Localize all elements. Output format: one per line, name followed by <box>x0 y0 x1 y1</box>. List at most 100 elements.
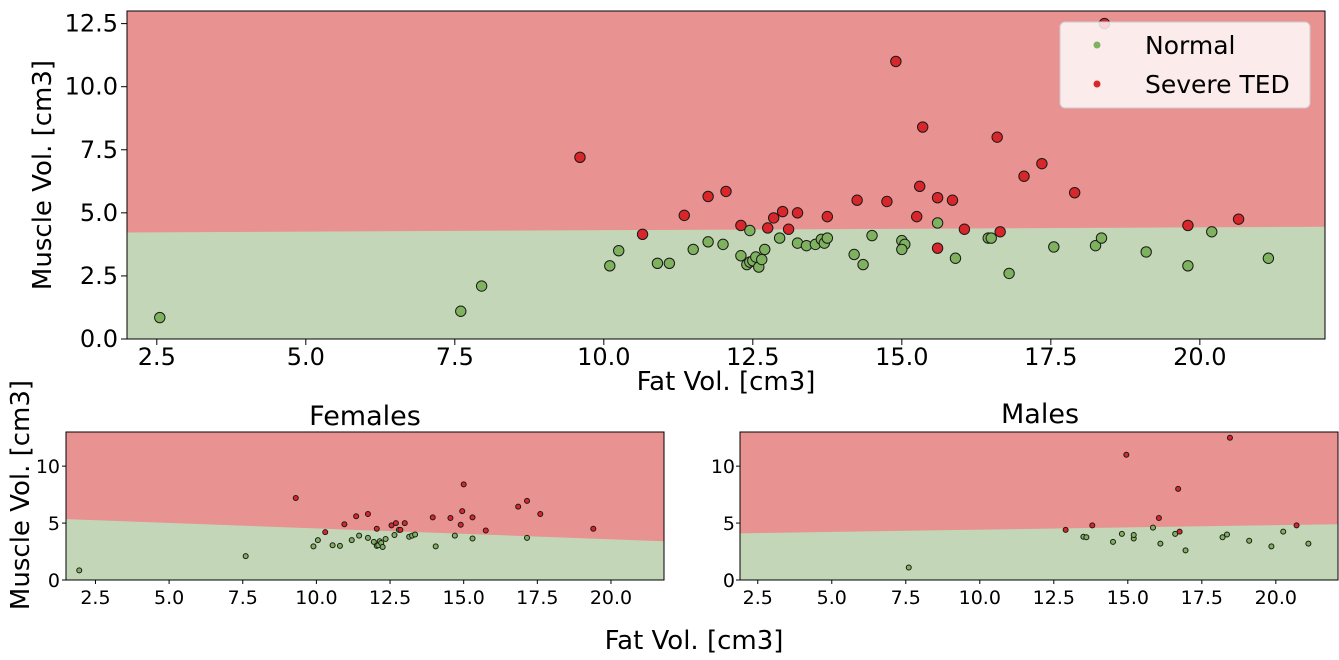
males-normal-point <box>1280 528 1287 535</box>
main-y-tick-label: 7.5 <box>80 136 118 164</box>
main-normal-point <box>735 250 747 262</box>
females-normal-point <box>76 567 83 574</box>
main-severe-ted-point <box>767 212 780 224</box>
males-x-tick-label: 7.5 <box>891 587 921 609</box>
females-severe-ted-point <box>447 514 454 521</box>
females-severe-ted-point <box>457 521 464 528</box>
main-severe-ted-point <box>791 207 804 219</box>
males-normal-point <box>1149 524 1156 531</box>
shared-y-axis-label: Muscle Vol. [cm3] <box>6 380 36 610</box>
main-axes-frame <box>126 10 1326 340</box>
males-severe-ted-point <box>1176 528 1183 535</box>
main-severe-ted-point <box>735 219 747 232</box>
males-normal-point <box>1305 540 1312 547</box>
females-axes-frame <box>65 431 665 581</box>
females-severe-ted-point <box>590 525 597 532</box>
main-severe-ted-point <box>994 226 1006 238</box>
males-y-tick-label: 5 <box>723 513 735 535</box>
males-severe-ted-point <box>1089 522 1096 529</box>
males-normal-region <box>740 524 1338 580</box>
males-title: Males <box>1001 399 1079 430</box>
males-normal-point <box>1157 540 1164 547</box>
males-scatter-panel: 2.5 5.0 7.5 10.0 12.5 15.0 17.5 20.0 0 5 10 <box>711 431 1339 609</box>
males-x-tick-label: 15.0 <box>1107 587 1149 609</box>
males-normal-point <box>1223 531 1230 538</box>
females-severe-ted-point <box>460 481 467 488</box>
females-normal-point <box>310 543 317 550</box>
main-normal-point <box>773 232 786 244</box>
main-severe-ted-point <box>678 209 690 222</box>
main-x-tick-label: 12.5 <box>726 343 779 371</box>
females-x-tick-label: 2.5 <box>80 587 110 609</box>
females-severe-ted-point <box>524 497 531 504</box>
males-normal-point <box>1182 547 1189 554</box>
females-scatter-panel: 2.5 5.0 7.5 10.0 12.5 15.0 17.5 20.0 0 5 10 <box>36 431 665 609</box>
females-x-tick-label: 12.5 <box>369 587 411 609</box>
main-severe-ted-point <box>1018 170 1030 182</box>
males-severe-ted-point <box>1062 526 1069 533</box>
males-normal-point <box>905 564 912 571</box>
main-severe-ted-point <box>916 121 929 133</box>
males-y-tick-label: 0 <box>723 570 735 592</box>
main-normal-point <box>857 258 869 271</box>
legend-marker-normal <box>1093 41 1101 49</box>
males-normal-point <box>1219 534 1226 541</box>
males-y-tick-label: 10 <box>711 456 735 478</box>
main-severe-ted-point <box>851 194 863 206</box>
females-normal-point <box>370 538 377 545</box>
females-normal-region <box>66 519 664 580</box>
main-normal-point <box>1206 226 1218 238</box>
main-severe-ted-point <box>931 192 944 204</box>
main-normal-point <box>1089 239 1102 252</box>
legend-label-normal: Normal <box>1145 31 1235 60</box>
legend-label-severe-ted: Severe TED <box>1145 70 1290 99</box>
females-normal-point <box>356 532 363 539</box>
main-severe-ted-point <box>720 185 732 198</box>
main-normal-point <box>848 248 860 261</box>
males-severe-ted-point <box>1175 485 1182 492</box>
main-severe-ted-point <box>636 228 649 240</box>
main-normal-point <box>651 257 664 270</box>
females-y-tick-label: 0 <box>48 570 60 592</box>
males-x-tick-label: 2.5 <box>743 587 773 609</box>
females-severe-ted-point <box>515 503 522 510</box>
females-severe-ted-point <box>353 513 360 520</box>
females-x-tick-label: 15.0 <box>443 587 485 609</box>
main-normal-point <box>604 260 616 272</box>
females-severe-ted-point <box>459 508 466 515</box>
males-x-tick-label: 5.0 <box>817 587 847 609</box>
main-severe-ted-point <box>1232 213 1245 225</box>
females-normal-point <box>432 543 439 550</box>
males-severe-ted-point <box>1293 522 1300 529</box>
main-severe-ted-point <box>574 151 586 164</box>
main-normal-point <box>687 243 699 256</box>
main-severe-ted-point <box>931 242 944 254</box>
main-normal-point <box>744 224 756 237</box>
main-y-tick-label: 12.5 <box>65 10 118 38</box>
main-severe-ted-point <box>702 190 714 203</box>
main-severe-ted-point <box>958 223 971 235</box>
males-severe-ted-point <box>1155 514 1162 521</box>
males-normal-point <box>1246 537 1253 544</box>
females-severe-ted-point <box>482 527 489 534</box>
main-normal-region <box>127 226 1325 339</box>
main-severe-ted-point <box>946 194 959 206</box>
main-y-tick-label: 5.0 <box>80 199 118 227</box>
males-axes-frame <box>739 431 1339 581</box>
main-severe-ted-point <box>890 55 902 68</box>
main-normal-point <box>455 305 467 317</box>
main-severe-ted-point <box>782 223 795 235</box>
males-x-tick-label: 20.0 <box>1255 587 1297 609</box>
main-normal-point <box>756 253 768 266</box>
main-normal-point <box>702 236 714 248</box>
females-severe-ted-point <box>537 510 544 517</box>
females-normal-point <box>379 543 386 550</box>
males-x-tick-label: 17.5 <box>1181 587 1223 609</box>
main-normal-point <box>1182 260 1194 272</box>
females-x-tick-label: 7.5 <box>228 587 258 609</box>
legend: Normal Severe TED <box>1059 21 1311 109</box>
females-normal-point <box>329 542 336 549</box>
females-x-tick-label: 17.5 <box>516 587 558 609</box>
main-normal-point <box>1140 246 1152 258</box>
